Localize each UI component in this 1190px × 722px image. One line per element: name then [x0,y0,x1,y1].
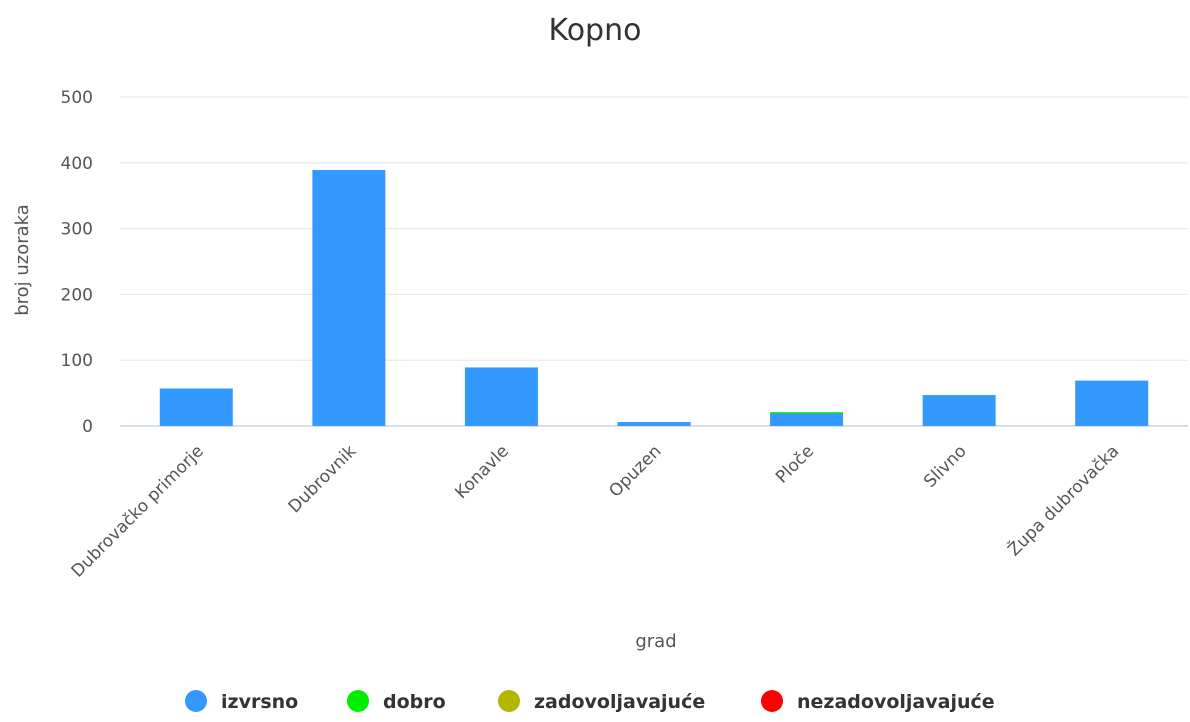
x-tick-label: Župa dubrovačka [1003,440,1123,560]
legend-label[interactable]: dobro [383,691,446,713]
chart-title: Kopno [549,13,642,48]
legend-label[interactable]: izvrsno [221,691,298,713]
x-tick-label: Opuzen [605,441,665,501]
legend-marker[interactable] [347,690,369,712]
y-axis-label: broj uzoraka [12,204,33,316]
x-tick-label: Dubrovačko primorje [68,441,208,581]
x-tick-label: Konavle [451,441,513,503]
legend-label[interactable]: zadovoljavajuće [534,691,705,713]
bar[interactable] [1075,380,1149,426]
y-tick-label: 500 [61,88,93,108]
legend-marker[interactable] [185,690,207,712]
legend-label[interactable]: nezadovoljavajuće [797,691,995,713]
y-tick-label: 100 [61,351,93,371]
bar[interactable] [922,395,996,426]
legend-marker[interactable] [498,690,520,712]
x-tick-label: Ploče [772,441,818,487]
bar[interactable] [159,388,233,426]
x-tick-label: Dubrovnik [285,441,361,517]
bar[interactable] [464,367,538,426]
x-axis-ticks: Dubrovačko primorje Dubrovnik Konavle Opuze… [68,440,1124,582]
legend: izvrsno dobro zadovoljavajuće nezadovoljava… [185,690,995,713]
y-axis-ticks: 0 100 200 300 400 500 [61,88,93,437]
bar[interactable] [312,170,386,426]
y-tick-label: 0 [82,417,93,437]
x-tick-label: Slivno [920,441,971,492]
x-axis-label: grad [635,631,676,652]
y-tick-label: 200 [61,285,93,305]
y-tick-label: 400 [61,154,93,174]
legend-marker[interactable] [761,690,783,712]
bars [159,170,1149,426]
bar[interactable] [770,412,844,414]
gridlines [120,96,1188,427]
bar[interactable] [617,422,691,426]
bar[interactable] [770,413,844,426]
y-tick-label: 300 [61,220,93,240]
